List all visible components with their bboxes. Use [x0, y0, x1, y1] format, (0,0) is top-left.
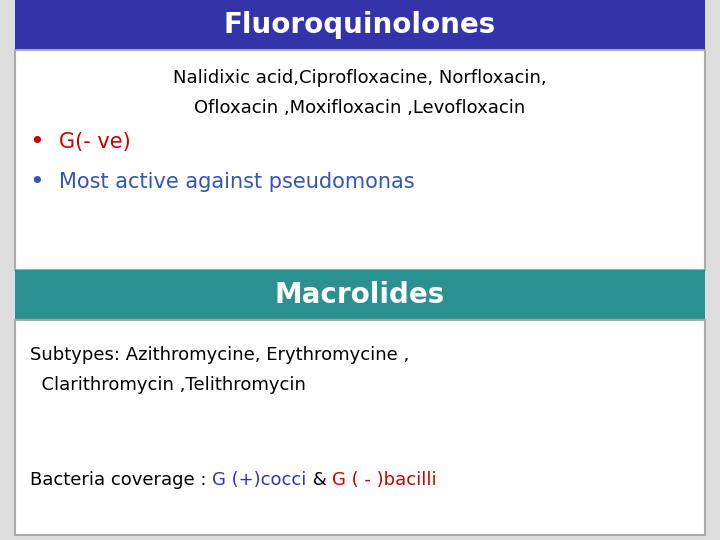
Text: Clarithromycin ,Telithromycin: Clarithromycin ,Telithromycin [30, 376, 306, 394]
Text: Macrolides: Macrolides [275, 281, 445, 309]
Text: G (+)cocci: G (+)cocci [212, 471, 307, 489]
Text: Bacteria coverage :: Bacteria coverage : [30, 471, 212, 489]
Text: G ( - )bacilli: G ( - )bacilli [332, 471, 437, 489]
Text: Nalidixic acid,Ciprofloxacine, Norfloxacin,: Nalidixic acid,Ciprofloxacine, Norfloxac… [174, 69, 546, 87]
Text: Fluoroquinolones: Fluoroquinolones [224, 11, 496, 39]
Text: G(- ve): G(- ve) [59, 132, 131, 152]
Text: •: • [30, 170, 45, 194]
FancyBboxPatch shape [15, 50, 705, 270]
Text: •: • [30, 130, 45, 154]
Text: Ofloxacin ,Moxifloxacin ,Levofloxacin: Ofloxacin ,Moxifloxacin ,Levofloxacin [194, 99, 526, 117]
FancyBboxPatch shape [15, 320, 705, 535]
FancyBboxPatch shape [15, 270, 705, 320]
Text: Subtypes: Azithromycine, Erythromycine ,: Subtypes: Azithromycine, Erythromycine , [30, 346, 409, 364]
FancyBboxPatch shape [15, 0, 705, 50]
Text: Most active against pseudomonas: Most active against pseudomonas [59, 172, 415, 192]
Text: &: & [307, 471, 332, 489]
